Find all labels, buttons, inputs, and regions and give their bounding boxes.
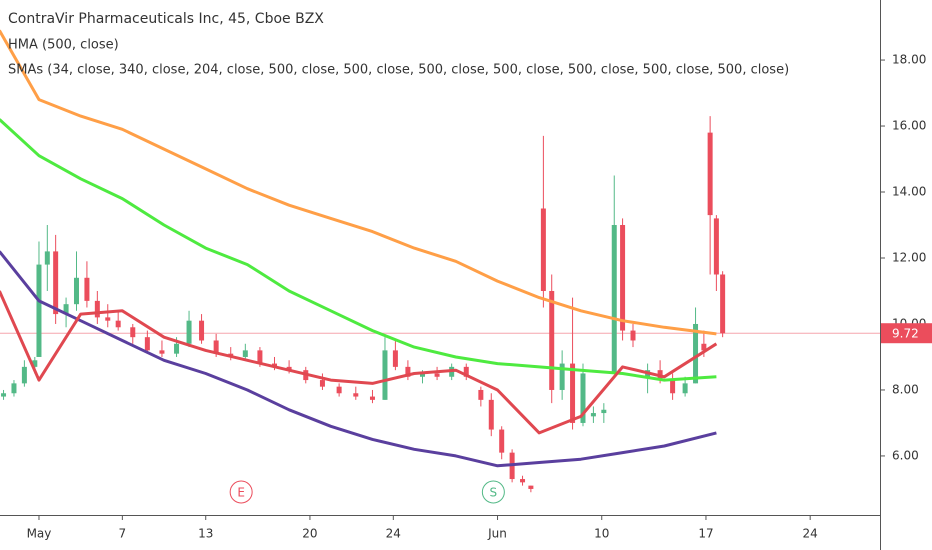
candle-body — [336, 386, 342, 394]
candle-body — [159, 350, 165, 354]
candle-body — [707, 132, 713, 216]
candle-body — [353, 393, 359, 397]
candle-body — [392, 350, 398, 367]
chart-title: ContraVir Pharmaceuticals Inc, 45, Cboe … — [8, 11, 324, 27]
indicator-line — [0, 118, 717, 382]
indicator-line — [0, 290, 718, 435]
y-tick-label: 12.00 — [892, 250, 926, 264]
candle-body — [186, 320, 192, 344]
candle-body — [528, 485, 534, 489]
candle-body — [257, 350, 263, 364]
candle-body — [319, 380, 325, 387]
candle-body — [130, 327, 136, 338]
candle-body — [242, 350, 248, 357]
last-price-box — [881, 323, 932, 344]
candle-body — [611, 225, 617, 374]
x-tick-label: 24 — [386, 527, 401, 541]
candle-body — [144, 337, 150, 351]
candle-body — [670, 380, 676, 394]
candle-body — [53, 251, 59, 315]
event-marker — [481, 480, 505, 504]
candle-body — [630, 330, 636, 341]
candle-body — [174, 343, 180, 354]
candle-body — [32, 360, 38, 367]
candle-body — [11, 383, 17, 394]
x-tick-label: Jun — [487, 527, 507, 541]
y-tick-label: 14.00 — [892, 185, 926, 199]
candle-body — [84, 277, 90, 301]
indicator-line — [0, 29, 717, 336]
candle-body — [63, 304, 69, 315]
candle-body — [701, 343, 707, 351]
candle-body — [73, 277, 79, 305]
candle-body — [549, 290, 555, 390]
candle-body — [286, 366, 292, 371]
candle-body — [369, 396, 375, 400]
y-tick-label: 16.00 — [892, 119, 926, 133]
x-tick-label: 13 — [198, 527, 213, 541]
candle-body — [405, 366, 411, 377]
candle-body — [570, 363, 576, 423]
indicator-line — [0, 250, 717, 468]
x-tick-label: 17 — [698, 527, 713, 541]
candle-body — [520, 479, 526, 483]
candle-body — [105, 317, 111, 321]
candle-body — [620, 225, 626, 331]
candle-body — [213, 340, 219, 354]
x-tick-label: 10 — [594, 527, 609, 541]
candle-body — [601, 409, 607, 414]
candle-body — [115, 320, 121, 328]
candle-body — [682, 383, 688, 394]
candle-body — [94, 300, 100, 318]
event-marker — [229, 480, 253, 504]
candle-body — [463, 366, 469, 377]
plot-area — [0, 29, 880, 493]
x-tick-label: 20 — [302, 527, 317, 541]
candle-body — [713, 218, 719, 275]
candle-body — [488, 399, 494, 430]
candle-body — [1, 393, 7, 397]
event-label: S — [490, 486, 498, 500]
candle-body — [499, 429, 505, 453]
x-tick-label: May — [27, 527, 52, 541]
indicator-label: SMAs (34, close, 340, close, 204, close,… — [8, 63, 789, 78]
event-label: E — [237, 486, 245, 500]
candle-body — [478, 389, 484, 400]
last-price-label: 9.72 — [892, 327, 919, 341]
candle-body — [720, 274, 726, 334]
candle-body — [693, 323, 699, 384]
candle-body — [36, 264, 42, 357]
y-tick-label: 6.00 — [892, 448, 919, 462]
candle-body — [540, 208, 546, 291]
candle-body — [419, 373, 425, 377]
candle-body — [580, 373, 586, 423]
candle-body — [21, 366, 27, 384]
y-tick-label: 18.00 — [892, 53, 926, 67]
candle-body — [199, 320, 205, 341]
y-tick-label: 8.00 — [892, 382, 919, 396]
candle-body — [590, 413, 596, 417]
indicator-label: HMA (500, close) — [8, 38, 119, 53]
x-tick-label: 24 — [803, 527, 818, 541]
candle-body — [382, 350, 388, 400]
candle-body — [434, 373, 440, 377]
x-tick-label: 7 — [119, 527, 127, 541]
candle-body — [44, 251, 50, 265]
candle-body — [559, 363, 565, 390]
